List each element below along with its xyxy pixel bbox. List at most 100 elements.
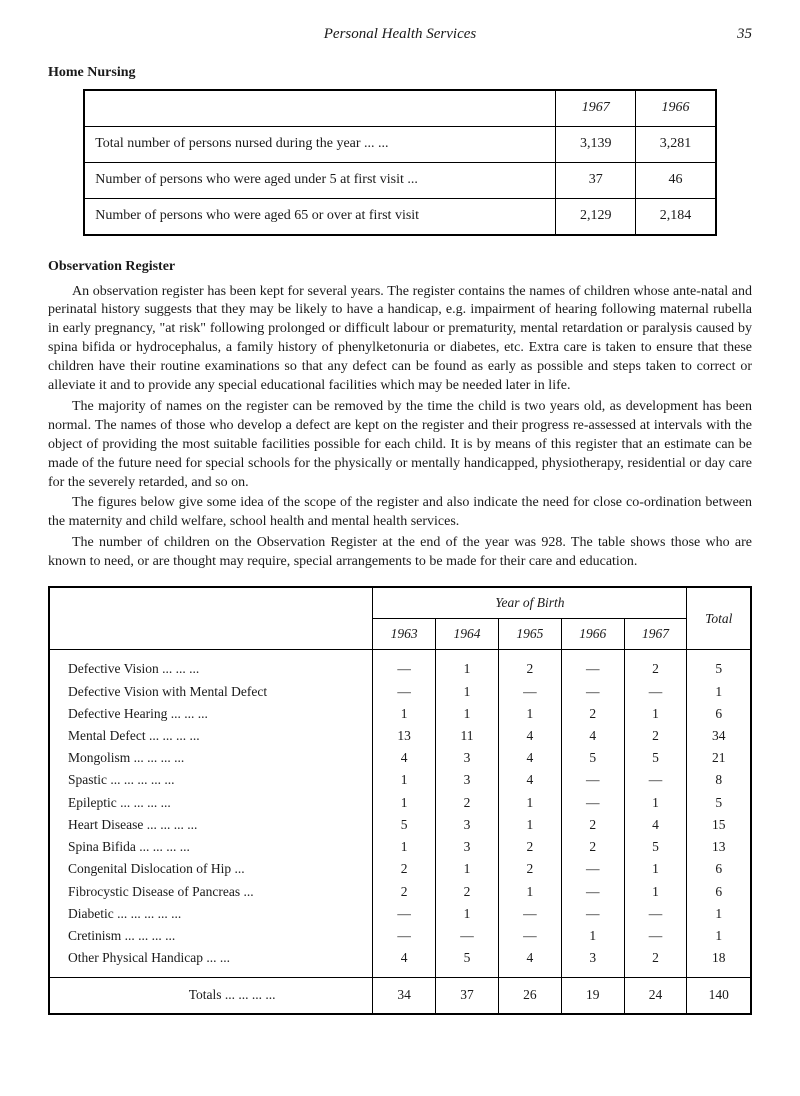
table-row: Cretinism ... ... ... ...———1—1 (49, 925, 751, 947)
table-cell: — (498, 681, 561, 703)
table-row-label: Defective Vision ... ... ... (49, 650, 373, 681)
table-totals-cell: 19 (561, 978, 624, 1014)
table-row-label: Other Physical Handicap ... ... (49, 947, 373, 978)
table-cell: 1 (498, 881, 561, 903)
observation-register-section: Observation Register An observation regi… (48, 258, 752, 572)
table-row: Diabetic ... ... ... ... ...—1———1 (49, 903, 751, 925)
table-cell: 2 (624, 650, 687, 681)
table-cell: 3,139 (556, 127, 636, 163)
table-row-label: Defective Hearing ... ... ... (49, 703, 373, 725)
table-row: Number of persons who were aged under 5 … (84, 162, 716, 198)
table-cell: 1 (498, 703, 561, 725)
table-cell: — (373, 903, 436, 925)
table-cell: 5 (561, 747, 624, 769)
table-cell: 4 (498, 947, 561, 978)
table-row-label: Spina Bifida ... ... ... ... (49, 836, 373, 858)
section-heading: Observation Register (48, 258, 752, 277)
table-row: Heart Disease ... ... ... ...5312415 (49, 814, 751, 836)
table-row: Spina Bifida ... ... ... ...1322513 (49, 836, 751, 858)
table-cell: 21 (687, 747, 751, 769)
table-cell: 2 (624, 947, 687, 978)
table-year-header: 1966 (561, 619, 624, 650)
table-year-header: 1967 (624, 619, 687, 650)
table-row-label: Number of persons who were aged under 5 … (84, 162, 556, 198)
table-cell: 6 (687, 703, 751, 725)
table-cell: 1 (624, 881, 687, 903)
table-row-label: Mongolism ... ... ... ... (49, 747, 373, 769)
table-cell: 5 (624, 747, 687, 769)
table-cell: — (373, 681, 436, 703)
running-head: Personal Health Services (324, 24, 476, 44)
table-row: Defective Hearing ... ... ...111216 (49, 703, 751, 725)
table-cell: 3 (436, 814, 499, 836)
page-number: 35 (737, 24, 752, 44)
table-cell: 1 (436, 681, 499, 703)
table-row-label: Total number of persons nursed during th… (84, 127, 556, 163)
table-cell: 1 (498, 814, 561, 836)
table-cell: — (624, 903, 687, 925)
table-cell: 4 (561, 725, 624, 747)
paragraph: The figures below give some idea of the … (48, 494, 752, 532)
table-row: Defective Vision ... ... ...—12—25 (49, 650, 751, 681)
table-cell: 2 (436, 881, 499, 903)
table-corner-cell (49, 587, 373, 650)
table-row-label: Heart Disease ... ... ... ... (49, 814, 373, 836)
table-row: Epileptic ... ... ... ...121—15 (49, 792, 751, 814)
table-cell: 1 (373, 703, 436, 725)
table-cell: — (498, 925, 561, 947)
table-cell: 4 (498, 769, 561, 791)
paragraph: The majority of names on the register ca… (48, 398, 752, 492)
table-cell: 3 (436, 836, 499, 858)
table-cell: 2 (561, 814, 624, 836)
table-row-label: Defective Vision with Mental Defect (49, 681, 373, 703)
table-total-header: Total (687, 587, 751, 650)
table-totals-cell: 37 (436, 978, 499, 1014)
table-cell: 5 (687, 650, 751, 681)
table-totals-cell: 140 (687, 978, 751, 1014)
table-cell: 5 (687, 792, 751, 814)
table-cell: — (498, 903, 561, 925)
table-cell: 4 (373, 947, 436, 978)
table-corner-cell (84, 90, 556, 126)
table-cell: 3 (561, 947, 624, 978)
table-cell: — (561, 903, 624, 925)
table-row: Number of persons who were aged 65 or ov… (84, 198, 716, 234)
table-row-label: Diabetic ... ... ... ... ... (49, 903, 373, 925)
table-cell: — (561, 769, 624, 791)
table-cell: 4 (373, 747, 436, 769)
table-cell: 15 (687, 814, 751, 836)
table-cell: 1 (436, 858, 499, 880)
table-cell: 2 (373, 858, 436, 880)
home-nursing-section: Home Nursing 1967 1966 Total number of p… (48, 64, 752, 235)
table-cell: 18 (687, 947, 751, 978)
table-row-label: Epileptic ... ... ... ... (49, 792, 373, 814)
table-cell: 8 (687, 769, 751, 791)
table-col-header: 1967 (556, 90, 636, 126)
table-cell: — (561, 650, 624, 681)
table-totals-cell: 26 (498, 978, 561, 1014)
table-cell: — (561, 881, 624, 903)
table-row-label: Number of persons who were aged 65 or ov… (84, 198, 556, 234)
table-cell: 3 (436, 747, 499, 769)
table-cell: 3,281 (636, 127, 716, 163)
table-cell: — (373, 925, 436, 947)
table-cell: — (561, 792, 624, 814)
table-row: Total number of persons nursed during th… (84, 127, 716, 163)
table-cell: 1 (436, 703, 499, 725)
section-heading: Home Nursing (48, 64, 752, 83)
table-cell: 1 (624, 792, 687, 814)
table-row-label: Mental Defect ... ... ... ... (49, 725, 373, 747)
table-cell: 2 (561, 703, 624, 725)
table-cell: 1 (373, 792, 436, 814)
table-cell: 5 (436, 947, 499, 978)
table-cell: 6 (687, 858, 751, 880)
table-cell: 1 (687, 681, 751, 703)
table-year-header: 1963 (373, 619, 436, 650)
table-cell: 2 (498, 858, 561, 880)
table-cell: 4 (624, 814, 687, 836)
table-row-label: Fibrocystic Disease of Pancreas ... (49, 881, 373, 903)
table-cell: 1 (687, 925, 751, 947)
paragraph: An observation register has been kept fo… (48, 283, 752, 396)
table-row: Other Physical Handicap ... ...4543218 (49, 947, 751, 978)
table-row: Spastic ... ... ... ... ...134——8 (49, 769, 751, 791)
